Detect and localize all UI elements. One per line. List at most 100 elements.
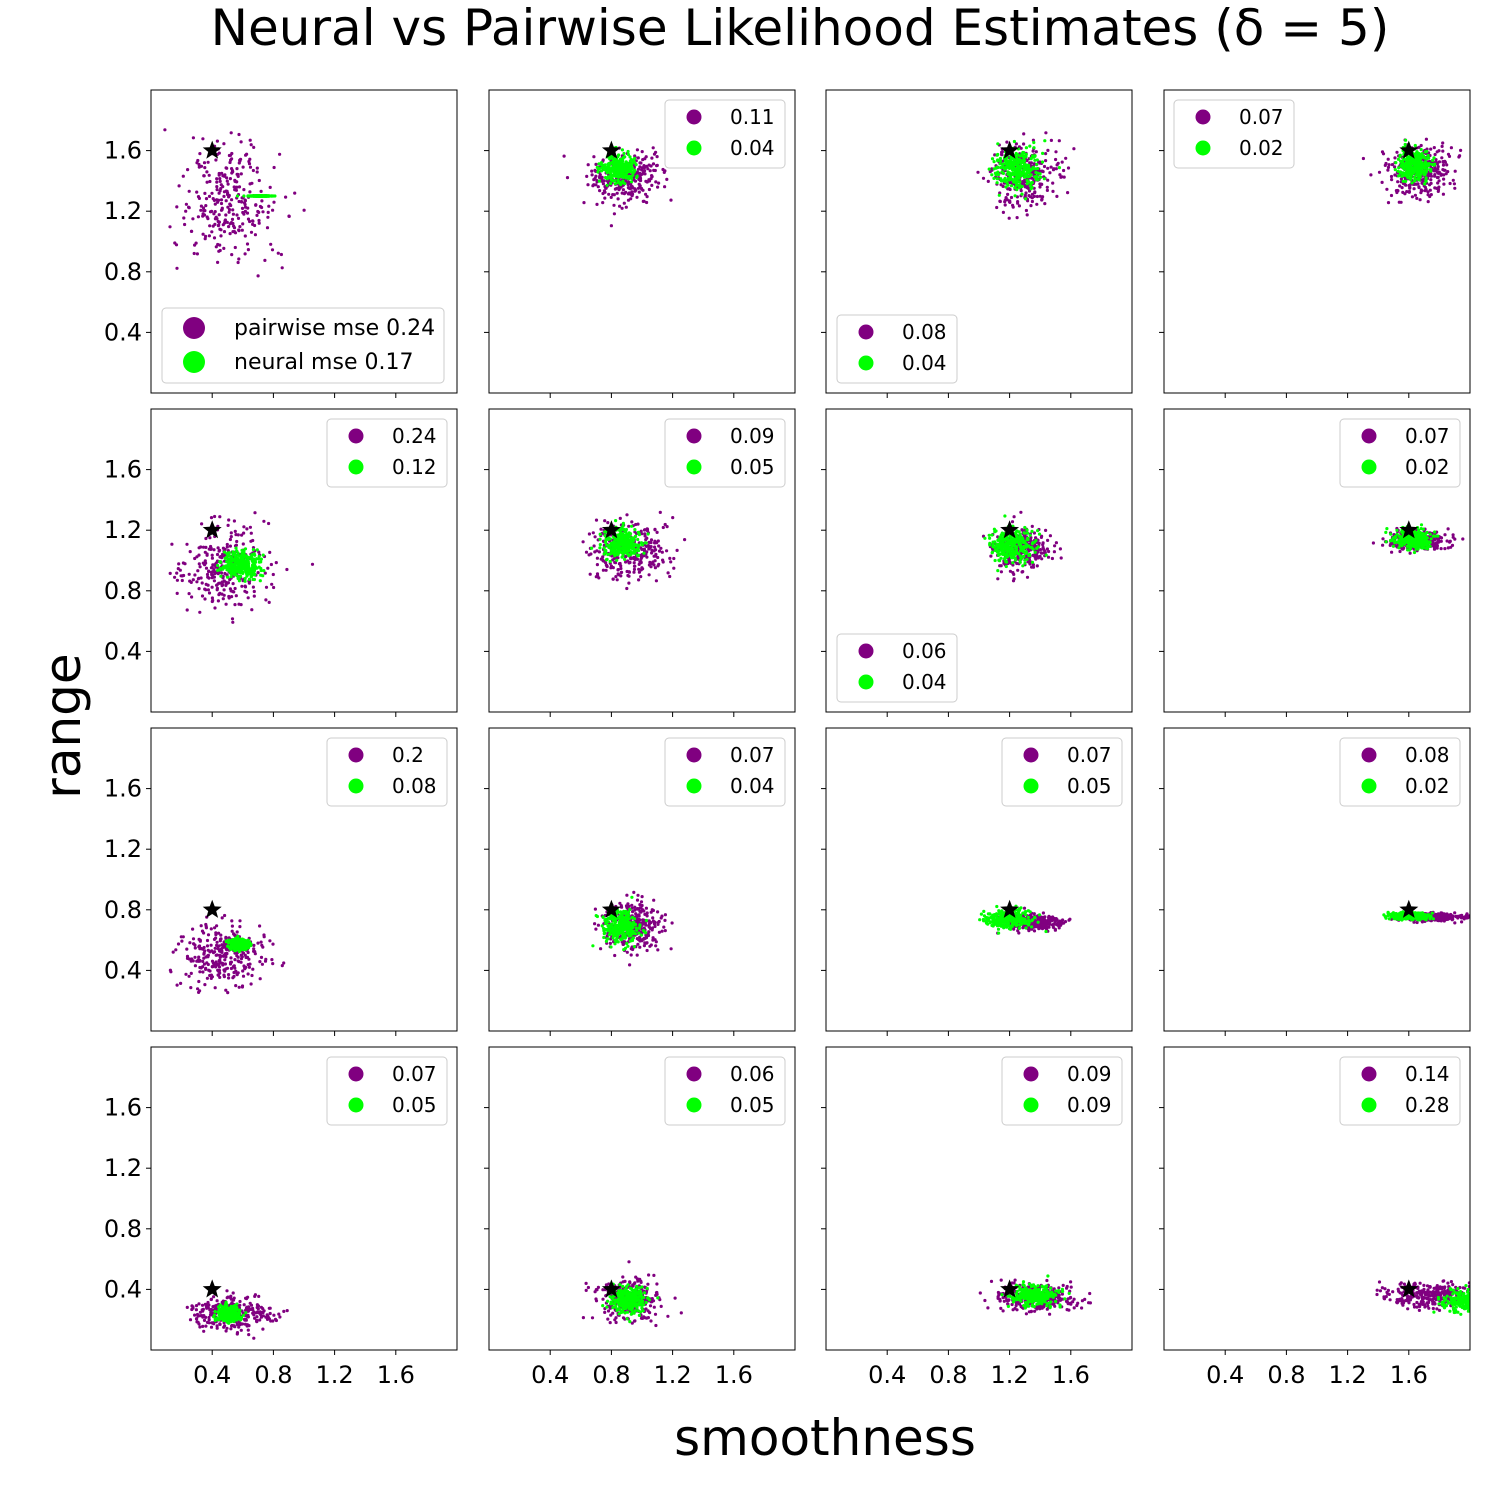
pairwise-point xyxy=(1387,163,1391,167)
neural-point xyxy=(1409,173,1413,177)
neural-point xyxy=(1421,542,1425,546)
neural-point xyxy=(1419,523,1424,527)
neural-point xyxy=(1036,545,1040,549)
pairwise-point xyxy=(638,185,642,189)
pairwise-point xyxy=(1405,190,1409,194)
neural-point xyxy=(242,551,246,555)
neural-point xyxy=(992,160,996,164)
pairwise-point xyxy=(1031,149,1035,153)
pairwise-point xyxy=(217,213,221,217)
neural-point xyxy=(1405,159,1409,163)
neural-point xyxy=(1425,530,1429,535)
neural-point xyxy=(1036,178,1040,182)
pairwise-point xyxy=(599,557,603,561)
neural-point xyxy=(627,177,631,181)
pairwise-point xyxy=(211,224,215,228)
pairwise-point xyxy=(215,177,219,181)
pairwise-point xyxy=(194,241,198,245)
neural-point xyxy=(637,531,641,535)
pairwise-point xyxy=(1423,189,1427,193)
pairwise-point xyxy=(605,564,609,568)
pairwise-point xyxy=(650,561,654,566)
neural-point xyxy=(1425,167,1429,171)
neural-point xyxy=(1014,151,1018,156)
neural-point xyxy=(608,545,612,549)
pairwise-point xyxy=(223,219,227,223)
pairwise-point xyxy=(1399,177,1403,181)
pairwise-point xyxy=(242,525,246,529)
neural-point xyxy=(1395,528,1399,533)
pairwise-point xyxy=(215,180,219,184)
pairwise-point xyxy=(215,139,219,143)
pairwise-point xyxy=(1008,180,1012,185)
pairwise-legend-marker xyxy=(183,317,205,339)
pairwise-point xyxy=(649,177,653,181)
pairwise-point xyxy=(206,583,210,587)
pairwise-point xyxy=(241,222,245,226)
neural-point xyxy=(603,530,607,534)
pairwise-point xyxy=(603,519,607,523)
neural-point xyxy=(237,554,241,558)
pairwise-point xyxy=(252,594,256,598)
legend: 0.240.12 xyxy=(326,418,448,488)
pairwise-point xyxy=(263,571,267,575)
pairwise-point xyxy=(601,182,606,186)
pairwise-point xyxy=(1044,131,1048,135)
neural-point xyxy=(1029,181,1033,186)
neural-point xyxy=(1030,560,1035,564)
pairwise-point xyxy=(271,572,275,577)
pairwise-point xyxy=(1058,173,1062,177)
neural-point xyxy=(1413,177,1417,181)
pairwise-point xyxy=(229,131,233,135)
pairwise-point xyxy=(231,620,235,624)
pairwise-point xyxy=(1381,543,1385,547)
neural-point xyxy=(223,556,227,561)
pairwise-point xyxy=(643,172,647,176)
neural-point xyxy=(1416,547,1420,551)
pairwise-point xyxy=(235,180,239,184)
neural-point xyxy=(1033,550,1037,554)
pairwise-point xyxy=(634,522,638,527)
pairwise-point xyxy=(1445,539,1449,543)
neural-point xyxy=(1412,166,1416,170)
pairwise-point xyxy=(591,184,595,188)
neural-point xyxy=(999,556,1003,560)
pairwise-point xyxy=(243,252,247,256)
pairwise-point xyxy=(242,201,247,205)
pairwise-point xyxy=(248,525,252,529)
neural-point xyxy=(626,546,630,550)
pairwise-point xyxy=(211,563,215,567)
neural-point xyxy=(243,576,247,581)
pairwise-point xyxy=(210,599,214,604)
neural-point xyxy=(1417,528,1421,532)
pairwise-point xyxy=(1439,547,1443,551)
pairwise-point xyxy=(618,204,622,208)
pairwise-point xyxy=(246,248,250,252)
pairwise-point xyxy=(604,561,608,565)
pairwise-point xyxy=(210,585,214,589)
pairwise-point xyxy=(620,206,624,210)
pairwise-point xyxy=(235,213,239,217)
pairwise-point xyxy=(647,163,651,167)
pairwise-point xyxy=(665,549,669,553)
pairwise-point xyxy=(231,221,235,226)
pairwise-point xyxy=(1040,557,1044,561)
neural-point xyxy=(1020,539,1025,543)
neural-point xyxy=(1425,547,1430,551)
pairwise-point xyxy=(231,582,235,586)
pairwise-point xyxy=(1042,547,1046,552)
neural-point xyxy=(1396,169,1400,173)
pairwise-point xyxy=(220,592,224,596)
pairwise-point xyxy=(1009,195,1014,200)
pairwise-point xyxy=(996,577,1000,581)
neural-point xyxy=(1020,192,1024,196)
neural-point xyxy=(1404,170,1408,174)
pairwise-point xyxy=(210,596,214,600)
pairwise-point xyxy=(204,545,208,550)
pairwise-point xyxy=(1039,535,1043,540)
pairwise-point xyxy=(1429,147,1433,151)
pairwise-point xyxy=(216,546,220,550)
neural-point xyxy=(622,527,626,532)
neural-point xyxy=(1426,163,1430,167)
pairwise-point xyxy=(201,212,205,216)
